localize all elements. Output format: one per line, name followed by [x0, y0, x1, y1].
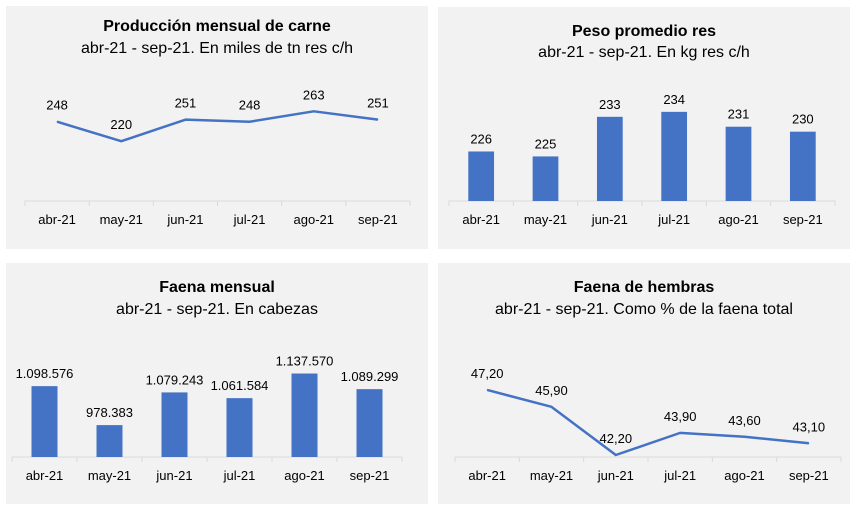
bar — [789, 131, 816, 201]
series-line — [486, 388, 809, 457]
data-label: 1.079.243 — [146, 372, 204, 387]
data-point — [120, 140, 122, 142]
x-tick-label: jul-21 — [663, 468, 696, 483]
data-label: 231 — [728, 107, 750, 122]
x-tick-label: jul-21 — [223, 468, 256, 483]
data-label: 234 — [663, 92, 685, 107]
bar — [31, 386, 58, 457]
x-tick-label: ago-21 — [294, 212, 334, 227]
x-tick-label: may-21 — [100, 212, 143, 227]
x-tick-label: may-21 — [88, 468, 131, 483]
bar-chart-faena: abr-21 may-21 jun-21 jul-21 ago-21 sep-21 1.09… — [11, 354, 403, 483]
data-label: 248 — [239, 98, 261, 113]
x-tick-label: ago-21 — [718, 212, 758, 227]
x-tick-label: sep-21 — [358, 212, 398, 227]
data-label: 978.383 — [86, 405, 133, 420]
x-tick-label: ago-21 — [284, 468, 324, 483]
bar-chart-peso: abr-21 may-21 jun-21 jul-21 ago-21 sep-21 226 2… — [448, 92, 836, 227]
x-tick-label: abr-21 — [26, 468, 64, 483]
series-line — [56, 110, 379, 143]
data-point — [249, 121, 251, 123]
data-point — [679, 432, 681, 434]
bar — [356, 389, 383, 457]
data-point — [486, 389, 488, 391]
bar — [226, 398, 253, 457]
chart-title: Producción mensual de carne — [103, 18, 331, 35]
data-point — [377, 119, 379, 121]
data-point — [808, 442, 810, 444]
data-label: 225 — [535, 136, 557, 151]
chart-title: Peso promedio res — [571, 23, 717, 40]
data-label: 1.137.570 — [276, 354, 334, 369]
chart-title: Faena mensual — [159, 279, 275, 296]
data-label: 251 — [367, 96, 389, 111]
bar — [291, 373, 318, 457]
data-label: 1.098.576 — [16, 366, 74, 381]
data-label: 47,20 — [471, 366, 504, 381]
line-chart-produccion: abr-21 may-21 jun-21 jul-21 ago-21 sep-21 248 2… — [24, 87, 411, 227]
data-label: 43,60 — [728, 413, 761, 428]
line-chart-hembras: abr-21 may-21 jun-21 jul-21 ago-21 sep-21 47,2… — [454, 366, 842, 483]
chart-panel-hembras: Faena de hembras abr-21 - sep-21. Como %… — [438, 263, 850, 504]
chart-subtitle: abr-21 - sep-21. En kg res c/h — [538, 44, 750, 61]
data-point — [313, 110, 315, 112]
bar — [161, 392, 188, 457]
x-tick-label: jul-21 — [657, 212, 690, 227]
x-tick-label: jun-21 — [166, 212, 203, 227]
bar — [468, 151, 495, 201]
x-tick-label: ago-21 — [724, 468, 764, 483]
data-label: 220 — [110, 117, 132, 132]
chart-subtitle: abr-21 - sep-21. En cabezas — [116, 301, 318, 318]
x-tick-label: may-21 — [524, 212, 567, 227]
bar — [96, 425, 123, 457]
chart-panel-produccion: Producción mensual de carne abr-21 - sep… — [6, 6, 428, 249]
x-tick-label: jun-21 — [591, 212, 628, 227]
bar — [661, 111, 688, 201]
x-tick-label: sep-21 — [789, 468, 829, 483]
data-label: 45,90 — [535, 383, 568, 398]
chart-title: Faena de hembras — [573, 279, 715, 296]
bar — [596, 116, 623, 201]
x-tick-label: may-21 — [530, 468, 573, 483]
data-point — [744, 436, 745, 438]
x-tick-label: abr-21 — [468, 468, 506, 483]
data-label: 226 — [470, 131, 492, 146]
data-label: 42,20 — [600, 431, 633, 446]
data-point — [551, 406, 552, 408]
data-label: 1.089.299 — [341, 369, 399, 384]
data-label: 248 — [46, 98, 68, 113]
chart-panel-faena: Faena mensual abr-21 - sep-21. En cabeza… — [6, 263, 428, 504]
data-label: 43,90 — [664, 409, 697, 424]
data-label: 263 — [303, 87, 325, 102]
chart-subtitle: abr-21 - sep-21. Como % de la faena tota… — [495, 301, 793, 318]
x-tick-label: jul-21 — [233, 212, 266, 227]
data-point — [615, 454, 617, 456]
data-label: 1.061.584 — [211, 378, 269, 393]
data-label: 233 — [599, 97, 621, 112]
x-tick-label: sep-21 — [783, 212, 823, 227]
bar — [725, 126, 752, 201]
x-tick-label: jun-21 — [597, 468, 634, 483]
data-label: 43,10 — [793, 419, 826, 434]
chart-panel-peso: Peso promedio res abr-21 - sep-21. En kg… — [438, 7, 850, 249]
data-point — [56, 121, 58, 123]
x-tick-label: abr-21 — [38, 212, 76, 227]
chart-subtitle: abr-21 - sep-21. En miles de tn res c/h — [80, 40, 354, 57]
x-tick-label: sep-21 — [350, 468, 390, 483]
x-tick-label: jun-21 — [155, 468, 192, 483]
bar — [532, 156, 559, 201]
data-label: 251 — [175, 96, 197, 111]
data-label: 230 — [792, 112, 814, 127]
data-point — [184, 119, 186, 121]
x-tick-label: abr-21 — [462, 212, 500, 227]
